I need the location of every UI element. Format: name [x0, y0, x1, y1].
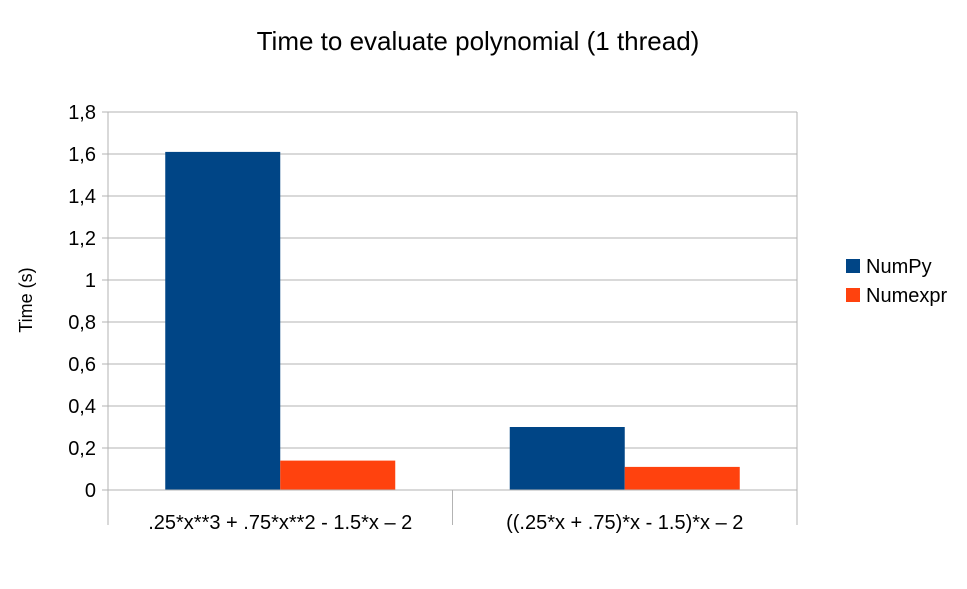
- chart-title: Time to evaluate polynomial (1 thread): [257, 26, 700, 56]
- y-tick-label: 0,6: [68, 354, 96, 376]
- y-tick-label: 1,4: [68, 186, 96, 208]
- x-category-label: ((.25*x + .75)*x - 1.5)*x – 2: [506, 512, 743, 534]
- y-tick-label: 0,8: [68, 312, 96, 334]
- bar-numexpr-2: [624, 466, 740, 490]
- x-category-label: .25*x**3 + .75*x**2 - 1.5*x – 2: [148, 512, 412, 534]
- y-tick-label: 1,2: [68, 228, 96, 250]
- bar-numexpr-1: [280, 460, 396, 490]
- bar-numpy-2: [509, 427, 625, 490]
- legend-swatch-numexpr: [846, 288, 860, 302]
- y-tick-label: 1,8: [68, 102, 96, 124]
- legend-swatch-numpy: [846, 259, 860, 273]
- bar-numpy-1: [165, 151, 281, 490]
- axes: [102, 111, 798, 525]
- y-tick-label: 1: [85, 270, 96, 292]
- legend-label-numexpr: Numexpr: [866, 285, 947, 307]
- y-tick-label: 1,6: [68, 144, 96, 166]
- legend-label-numpy: NumPy: [866, 256, 932, 278]
- y-axis-title: Time (s): [16, 267, 36, 332]
- y-tick-label: 0,2: [68, 438, 96, 460]
- y-tick-label: 0: [85, 480, 96, 502]
- bars: [165, 151, 740, 490]
- legend: NumPy Numexpr: [846, 256, 947, 307]
- y-tick-label: 0,4: [68, 396, 96, 418]
- x-category-labels: .25*x**3 + .75*x**2 - 1.5*x – 2 ((.25*x +…: [148, 512, 743, 534]
- y-tick-labels: 0 0,2 0,4 0,6 0,8 1 1,2 1,4 1,6 1,8: [68, 102, 96, 502]
